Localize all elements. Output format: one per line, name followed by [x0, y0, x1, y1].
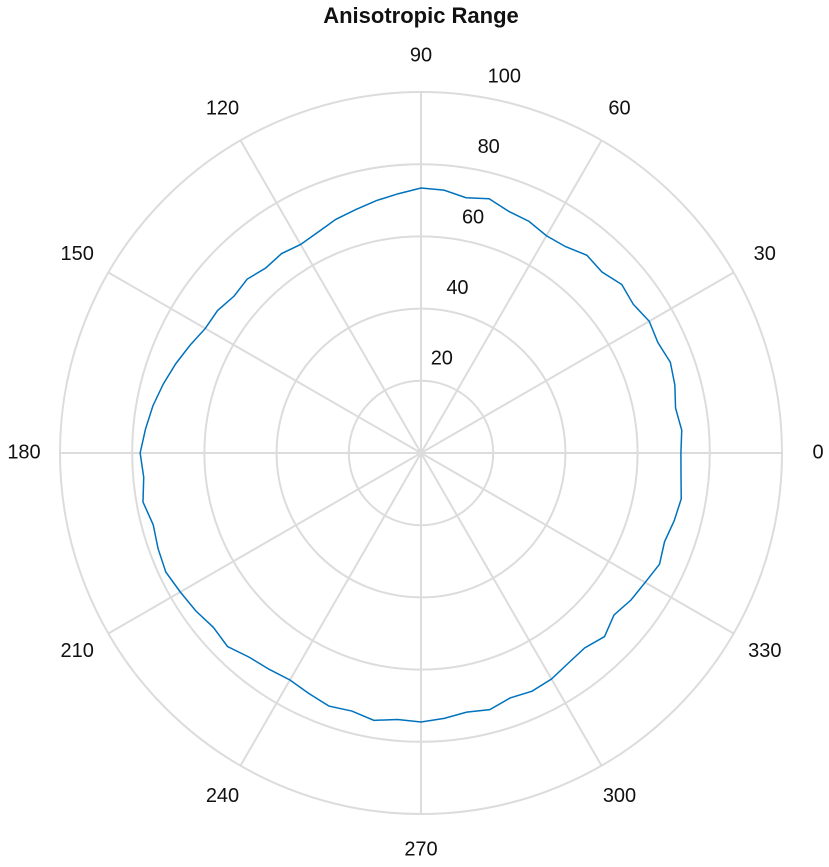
grid-spoke: [420, 271, 735, 454]
theta-tick-label: 90: [410, 44, 432, 66]
theta-tick-label: 240: [206, 785, 239, 807]
theta-tick-label: 300: [603, 785, 636, 807]
r-tick-label: 100: [488, 65, 521, 87]
chart-title: Anisotropic Range: [323, 3, 519, 28]
grid-spoke: [107, 452, 422, 635]
theta-tick-label: 330: [748, 640, 781, 662]
r-tick-label: 20: [431, 347, 453, 369]
theta-tick-label: 30: [754, 243, 776, 265]
theta-tick-label: 150: [61, 243, 94, 265]
theta-tick-label: 0: [812, 441, 823, 463]
theta-tick-label: 120: [206, 97, 239, 119]
theta-tick-label: 60: [608, 97, 630, 119]
grid-spoke: [420, 452, 603, 767]
r-tick-label: 40: [446, 277, 468, 299]
r-tick-label: 60: [462, 206, 484, 228]
grid-spoke: [239, 452, 422, 767]
grid-spoke: [420, 452, 735, 635]
theta-tick-label: 270: [404, 838, 437, 860]
grid-spoke: [107, 271, 422, 454]
grid-spoke: [420, 139, 603, 454]
theta-tick-label: 210: [61, 640, 94, 662]
theta-tick-label: 180: [7, 441, 40, 463]
data-line: [139, 187, 683, 723]
r-tick-label: 80: [478, 136, 500, 158]
grid-spoke: [239, 139, 422, 454]
